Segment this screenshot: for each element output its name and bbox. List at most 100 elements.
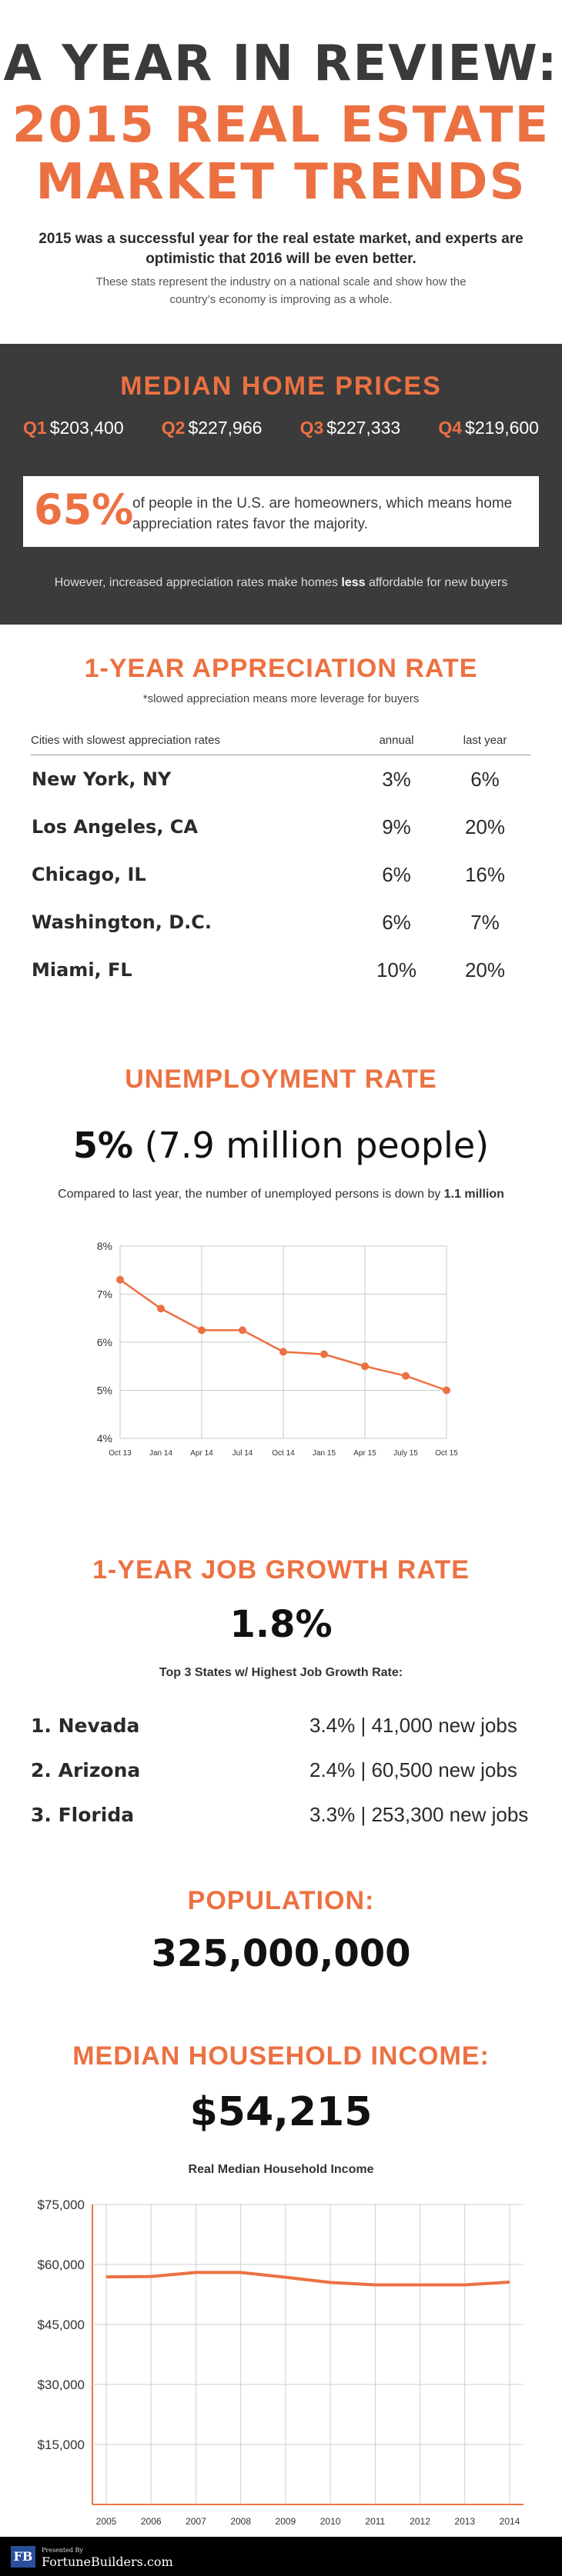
- brand-name[interactable]: FortuneBuilders.com: [42, 2554, 173, 2569]
- note-post: affordable for new buyers: [365, 576, 508, 589]
- city-name: Washington, D.C.: [32, 911, 212, 933]
- list-item: 3. Florida 3.3% | 253,300 new jobs: [31, 1792, 539, 1837]
- job-growth-list: 1. Nevada 3.4% | 41,000 new jobs 2. Arizo…: [31, 1703, 539, 1837]
- data-point: [157, 1305, 165, 1313]
- population-title: POPULATION:: [187, 1886, 375, 1915]
- last-year-rate: 20%: [464, 958, 506, 981]
- annual-rate: 9%: [382, 815, 411, 838]
- x-tick-label: 2011: [365, 2516, 385, 2527]
- appreciation-note: *slowed appreciation means more leverage…: [142, 692, 420, 705]
- header: A YEAR IN REVIEW: 2015 REAL ESTATE MARKE…: [0, 0, 562, 331]
- income-section: MEDIAN HOUSEHOLD INCOME: $54,215 Real Me…: [0, 2009, 562, 2532]
- data-point: [116, 1275, 124, 1284]
- x-tick-label: 2014: [500, 2516, 520, 2527]
- series-line: [105, 2271, 510, 2287]
- x-tick-label: 2009: [276, 2516, 296, 2527]
- data-point: [198, 1326, 206, 1335]
- title-line-3: MARKET TRENDS: [35, 154, 527, 211]
- y-tick-label: $30,000: [38, 2378, 85, 2392]
- y-tick-label: $75,000: [38, 2198, 85, 2212]
- population-value: 325,000,000: [151, 1932, 411, 1975]
- last-year-rate: 16%: [464, 862, 506, 886]
- x-tick-label: Oct 15: [435, 1449, 458, 1458]
- annual-rate: 6%: [382, 910, 411, 934]
- y-tick-label: $45,000: [38, 2318, 85, 2332]
- x-tick-label: Oct 13: [109, 1449, 132, 1458]
- unemployment-figure: 5% (7.9 million people): [0, 1125, 562, 1166]
- median-home-prices-section: MEDIAN HOME PRICES Q1 $203,400 Q2 $227,966…: [0, 344, 562, 625]
- state-value: 2.4% | 60,500 new jobs: [309, 1758, 517, 1781]
- quarter-label: Q4: [438, 418, 463, 438]
- unemployment-section: UNEMPLOYMENT RATE 5% (7.9 million people…: [0, 1025, 562, 1517]
- job-growth-title: 1-YEAR JOB GROWTH RATE: [92, 1555, 470, 1585]
- quarter-value: $219,600: [465, 418, 539, 438]
- quarter-label: Q3: [299, 418, 324, 438]
- list-item: 2. Arizona 2.4% | 60,500 new jobs: [31, 1748, 539, 1792]
- list-item: 1. Nevada 3.4% | 41,000 new jobs: [31, 1703, 539, 1748]
- x-tick-label: 2010: [320, 2516, 341, 2527]
- annual-rate: 3%: [382, 767, 411, 791]
- city-name: Miami, FL: [32, 959, 132, 981]
- data-point: [239, 1326, 246, 1335]
- x-tick-label: 2008: [230, 2516, 251, 2527]
- x-tick-label: 2007: [186, 2516, 206, 2527]
- x-tick-label: 2006: [141, 2516, 162, 2527]
- x-tick-label: Jan 15: [313, 1449, 336, 1458]
- affordability-note: However, increased appreciation rates ma…: [0, 576, 562, 590]
- x-tick-label: Oct 14: [272, 1449, 295, 1458]
- income-value: $54,215: [189, 2089, 373, 2135]
- col-last-year: last year: [439, 726, 531, 755]
- quarter-price: Q2 $227,966: [162, 418, 263, 438]
- table-row: Los Angeles, CA 9% 20%: [31, 803, 531, 851]
- comparison-text: Compared to last year, the number of une…: [58, 1188, 444, 1201]
- table-row: New York, NY 3% 6%: [31, 755, 531, 804]
- income-title: MEDIAN HOUSEHOLD INCOME:: [72, 2041, 490, 2071]
- col-city: Cities with slowest appreciation rates: [31, 726, 354, 755]
- city-name: Chicago, IL: [32, 864, 146, 885]
- table-row: Washington, D.C. 6% 7%: [31, 898, 531, 946]
- col-annual: annual: [354, 726, 439, 755]
- job-growth-rate: 1.8%: [229, 1603, 333, 1646]
- sub-text: These stats represent the industry on a …: [95, 275, 467, 306]
- note-pre: However, increased appreciation rates ma…: [54, 576, 342, 589]
- y-tick-label: $15,000: [38, 2438, 85, 2452]
- quarter-price: Q3 $227,333: [300, 418, 401, 438]
- income-chart-title: Real Median Household Income: [188, 2163, 374, 2176]
- quarter-value: $203,400: [49, 418, 124, 438]
- state-name: 2. Arizona: [31, 1758, 141, 1781]
- quarter-value: $227,966: [188, 418, 263, 438]
- title-line-2: 2015 REAL ESTATE: [12, 97, 550, 154]
- y-tick-label: 4%: [97, 1432, 112, 1445]
- state-name: 1. Nevada: [31, 1714, 140, 1737]
- unemployment-title: UNEMPLOYMENT RATE: [125, 1065, 437, 1094]
- x-tick-label: 2005: [96, 2516, 117, 2527]
- table-row: Chicago, IL 6% 16%: [31, 851, 531, 898]
- homeowner-percent: 65%: [34, 485, 134, 534]
- city-name: Los Angeles, CA: [32, 816, 198, 838]
- quarter-prices: Q1 $203,400 Q2 $227,966 Q3 $227,333 Q4 $219,…: [23, 418, 539, 438]
- job-growth-section: 1-YEAR JOB GROWTH RATE 1.8% Top 3 States…: [0, 1517, 562, 1886]
- homeowner-stat-box: 65% of people in the U.S. are homeowners…: [23, 476, 539, 547]
- quarter-label: Q2: [161, 418, 186, 438]
- annual-rate: 6%: [382, 862, 411, 886]
- note-bold: less: [341, 576, 366, 589]
- y-tick-label: 6%: [97, 1336, 112, 1348]
- last-year-rate: 20%: [464, 815, 506, 838]
- state-name: 3. Florida: [31, 1803, 135, 1826]
- x-tick-label: July 15: [393, 1449, 418, 1458]
- unemployment-rate: 5%: [72, 1125, 134, 1166]
- y-tick-label: 7%: [97, 1288, 112, 1301]
- median-title: MEDIAN HOME PRICES: [120, 372, 442, 401]
- x-tick-label: 2013: [454, 2516, 475, 2527]
- appreciation-title: 1-YEAR APPRECIATION RATE: [84, 654, 478, 683]
- y-tick-label: 5%: [97, 1385, 112, 1397]
- data-point: [361, 1362, 369, 1371]
- state-value: 3.3% | 253,300 new jobs: [309, 1802, 529, 1826]
- quarter-price: Q1 $203,400: [23, 418, 124, 438]
- y-tick-label: 8%: [97, 1240, 112, 1252]
- city-name: New York, NY: [32, 768, 172, 790]
- title-line-2-3: 2015 REAL ESTATE MARKET TRENDS: [0, 97, 562, 211]
- fb-logo: FB: [11, 2546, 35, 2568]
- data-point: [320, 1350, 328, 1358]
- income-chart: $75,000 $60,000 $45,000 $30,000 $15,000 2005 2…: [38, 2198, 524, 2527]
